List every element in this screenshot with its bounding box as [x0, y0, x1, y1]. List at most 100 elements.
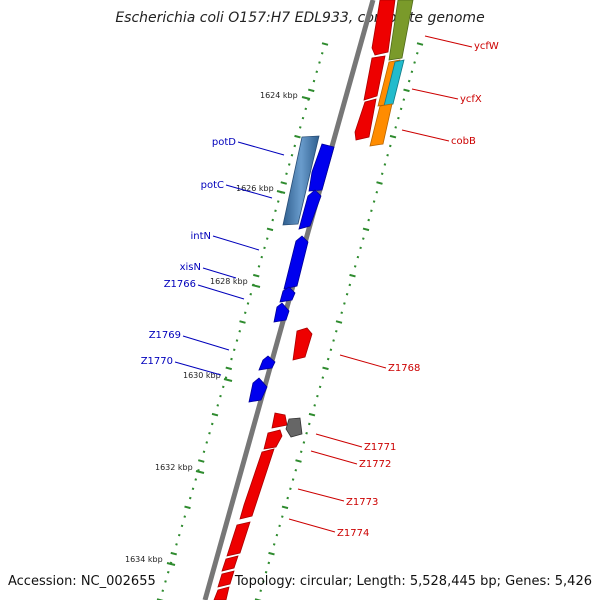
- gene-Z1771[interactable]: [271, 412, 288, 429]
- tick-mark: [268, 551, 275, 556]
- tick-mark: [170, 551, 178, 556]
- tick-mark: [191, 487, 195, 491]
- label-Z1766[interactable]: Z1766: [164, 279, 196, 290]
- tick-mark: [211, 412, 219, 417]
- tick-mark: [281, 515, 284, 518]
- leader-Z1773: [297, 488, 345, 502]
- tick-mark: [294, 134, 301, 139]
- tick-mark: [370, 209, 373, 213]
- tick-mark: [407, 79, 411, 83]
- right-gene-labels: ycfW ycfX cobB Z1768 Z1771 Z1772 Z1773 Z…: [288, 35, 499, 539]
- tick-mark: [278, 524, 281, 528]
- kbp-tick-1634: [166, 562, 176, 566]
- feature-olive[interactable]: [388, 0, 414, 61]
- kbp-label-1626: 1626 kbp: [236, 184, 274, 193]
- gene-ycfW[interactable]: [371, 0, 396, 56]
- tick-mark: [271, 218, 275, 222]
- tick-mark: [375, 191, 379, 194]
- tick-mark: [301, 116, 305, 120]
- tick-mark: [257, 265, 261, 268]
- tick-mark: [260, 255, 264, 259]
- tick-mark: [166, 570, 170, 574]
- tick-mark: [263, 246, 266, 250]
- tick-mark: [280, 181, 288, 185]
- kbp-tick-1632: [195, 470, 205, 474]
- tick-mark: [321, 42, 329, 46]
- gene-red-upper-2[interactable]: [354, 98, 377, 141]
- tick-mark: [356, 255, 360, 259]
- leader-cobB: [401, 129, 450, 142]
- gene-red-lower-1[interactable]: [221, 555, 239, 572]
- tick-mark: [243, 311, 247, 314]
- label-ycfX[interactable]: ycfX: [460, 94, 482, 105]
- gene-Z1770[interactable]: [248, 377, 268, 403]
- gene-intN[interactable]: [283, 235, 309, 290]
- tick-mark: [308, 422, 311, 426]
- tick-mark: [225, 366, 233, 371]
- tick-mark: [335, 320, 343, 324]
- tick-mark: [188, 496, 192, 500]
- tick-mark: [221, 385, 225, 389]
- gene-Z1768[interactable]: [292, 327, 313, 361]
- leader-Z1772: [310, 450, 358, 465]
- gene-red-lower-3[interactable]: [213, 586, 230, 600]
- label-Z1773[interactable]: Z1773: [346, 497, 378, 508]
- label-potD[interactable]: potD: [212, 137, 236, 148]
- tick-mark: [232, 348, 236, 352]
- kbp-label-1628: 1628 kbp: [210, 277, 248, 286]
- tick-mark: [316, 394, 319, 398]
- kbp-tick-1626: [276, 190, 286, 194]
- tick-mark: [259, 589, 262, 592]
- tick-mark: [410, 70, 414, 74]
- tick-mark: [307, 88, 315, 93]
- tick-mark: [318, 385, 322, 389]
- label-cobB[interactable]: cobB: [451, 136, 476, 147]
- gene-xisN[interactable]: [279, 286, 296, 303]
- gene-Z1766[interactable]: [273, 302, 290, 323]
- gene-Z-red-upper[interactable]: [363, 55, 386, 101]
- tick-mark: [169, 561, 173, 565]
- gene-Z1773[interactable]: [239, 448, 275, 520]
- label-Z1768[interactable]: Z1768: [388, 363, 420, 374]
- tick-mark: [285, 172, 288, 175]
- tick-mark: [416, 52, 419, 55]
- label-xisN[interactable]: xisN: [180, 262, 201, 273]
- feature-steelblue-potD[interactable]: [282, 135, 320, 226]
- gene-Z1774[interactable]: [226, 521, 251, 557]
- colored-features: [285, 0, 414, 438]
- gene-Z1772[interactable]: [263, 429, 283, 450]
- feature-gray[interactable]: [285, 417, 303, 438]
- tick-marks-left: [156, 42, 329, 600]
- tick-mark: [294, 469, 298, 472]
- label-ycfW[interactable]: ycfW: [474, 41, 499, 52]
- gene-red-lower-2[interactable]: [217, 570, 235, 588]
- gene-potC[interactable]: [298, 189, 322, 230]
- tick-mark: [184, 505, 191, 510]
- tick-mark: [194, 478, 198, 481]
- tick-mark: [397, 116, 400, 120]
- tick-mark: [304, 107, 308, 111]
- tick-mark: [394, 126, 397, 129]
- feature-cyan[interactable]: [383, 59, 405, 107]
- tick-mark: [177, 533, 181, 537]
- kbp-label-1632: 1632 kbp: [155, 463, 193, 472]
- tick-mark: [205, 441, 209, 444]
- label-Z1771[interactable]: Z1771: [364, 442, 396, 453]
- gene-Z1769[interactable]: [258, 355, 276, 371]
- tick-mark: [161, 589, 165, 592]
- tick-mark: [272, 543, 276, 546]
- label-Z1772[interactable]: Z1772: [359, 459, 391, 470]
- leader-Z1774: [288, 518, 336, 533]
- label-Z1769[interactable]: Z1769: [149, 330, 181, 341]
- forward-strand-genes: [213, 0, 396, 600]
- label-intN[interactable]: intN: [190, 231, 211, 242]
- tick-mark: [383, 163, 387, 166]
- leader-potD: [237, 141, 285, 156]
- tick-mark: [264, 570, 268, 574]
- tick-mark: [224, 376, 228, 379]
- feature-orange-lower[interactable]: [369, 103, 393, 147]
- label-potC[interactable]: potC: [201, 180, 224, 191]
- label-Z1774[interactable]: Z1774: [337, 528, 369, 539]
- label-Z1770[interactable]: Z1770: [141, 356, 173, 367]
